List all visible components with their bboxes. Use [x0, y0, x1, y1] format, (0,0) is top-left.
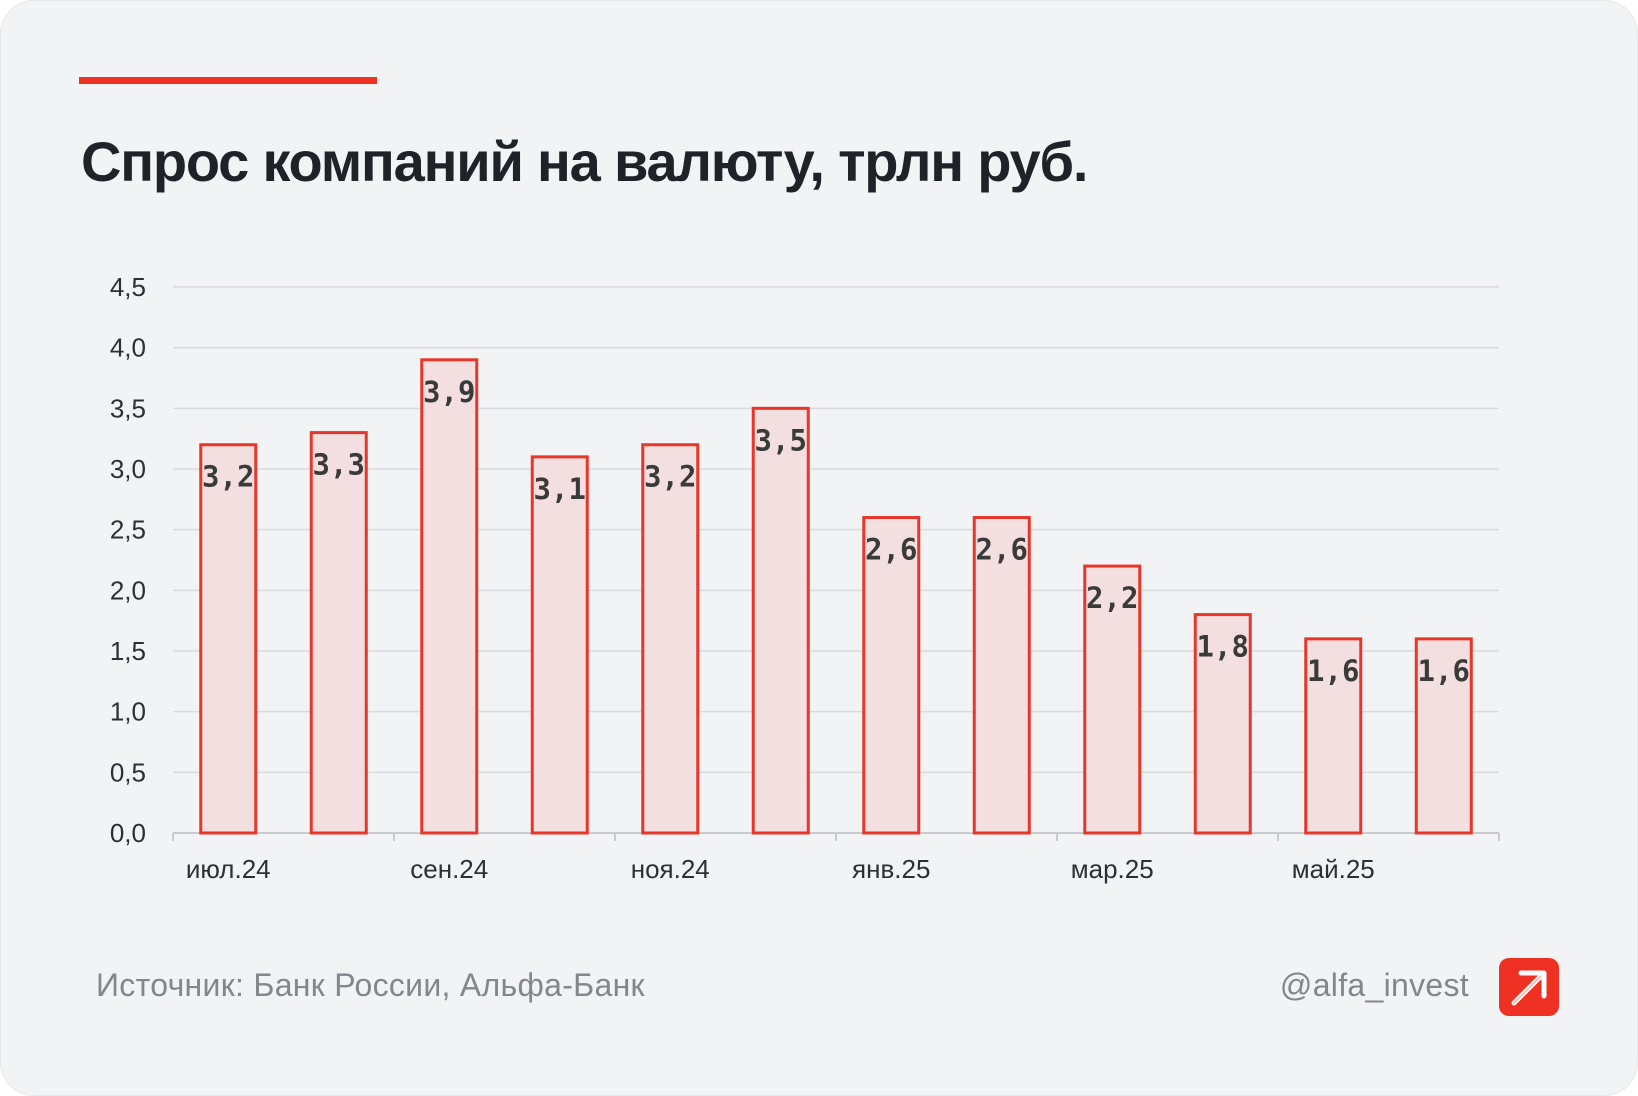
- data-label: 3,5: [755, 423, 807, 457]
- arrow-up-right-icon[interactable]: [1499, 958, 1559, 1016]
- y-tick-label: 1,5: [110, 636, 146, 666]
- data-label: 3,2: [202, 460, 254, 494]
- bar[interactable]: [1414, 637, 1473, 835]
- x-tick-label: сен.24: [410, 854, 488, 884]
- x-tick-label: ноя.24: [631, 854, 710, 884]
- bar[interactable]: [751, 406, 810, 835]
- data-label: 3,3: [313, 448, 365, 482]
- data-label: 3,1: [534, 472, 586, 506]
- x-tick-label: янв.25: [852, 854, 930, 884]
- chart-title: Спрос компаний на валюту, трлн руб.: [81, 130, 1088, 193]
- y-tick-label: 2,5: [110, 515, 146, 545]
- data-label: 2,6: [865, 533, 917, 567]
- y-tick-label: 2,0: [110, 575, 146, 605]
- bar[interactable]: [972, 516, 1031, 835]
- source-note: Источник: Банк России, Альфа-Банк: [96, 967, 645, 1003]
- y-tick-label: 0,5: [110, 757, 146, 787]
- bar[interactable]: [420, 358, 479, 835]
- x-tick-label: июл.24: [186, 854, 271, 884]
- data-label: 2,2: [1086, 581, 1138, 615]
- y-tick-label: 1,0: [110, 697, 146, 727]
- channel-handle[interactable]: @alfa_invest: [1279, 967, 1469, 1003]
- data-label: 3,2: [644, 460, 696, 494]
- data-label: 1,6: [1307, 654, 1359, 688]
- data-label: 1,6: [1418, 654, 1470, 688]
- x-tick-label: мар.25: [1071, 854, 1154, 884]
- bar[interactable]: [199, 443, 258, 835]
- bar[interactable]: [1304, 637, 1363, 835]
- data-label: 2,6: [976, 533, 1028, 567]
- bar[interactable]: [309, 431, 368, 835]
- bar[interactable]: [641, 443, 700, 835]
- bar[interactable]: [862, 516, 921, 835]
- bar[interactable]: [1193, 613, 1252, 835]
- accent-bar: [79, 77, 377, 84]
- bar[interactable]: [1083, 564, 1142, 835]
- y-tick-label: 0,0: [110, 818, 146, 848]
- y-tick-label: 4,0: [110, 333, 146, 363]
- y-tick-label: 4,5: [110, 272, 146, 302]
- data-label: 3,9: [423, 375, 475, 409]
- bar[interactable]: [530, 455, 589, 835]
- x-tick-label: май.25: [1292, 854, 1375, 884]
- data-label: 1,8: [1197, 630, 1249, 664]
- y-tick-label: 3,5: [110, 393, 146, 423]
- y-tick-label: 3,0: [110, 454, 146, 484]
